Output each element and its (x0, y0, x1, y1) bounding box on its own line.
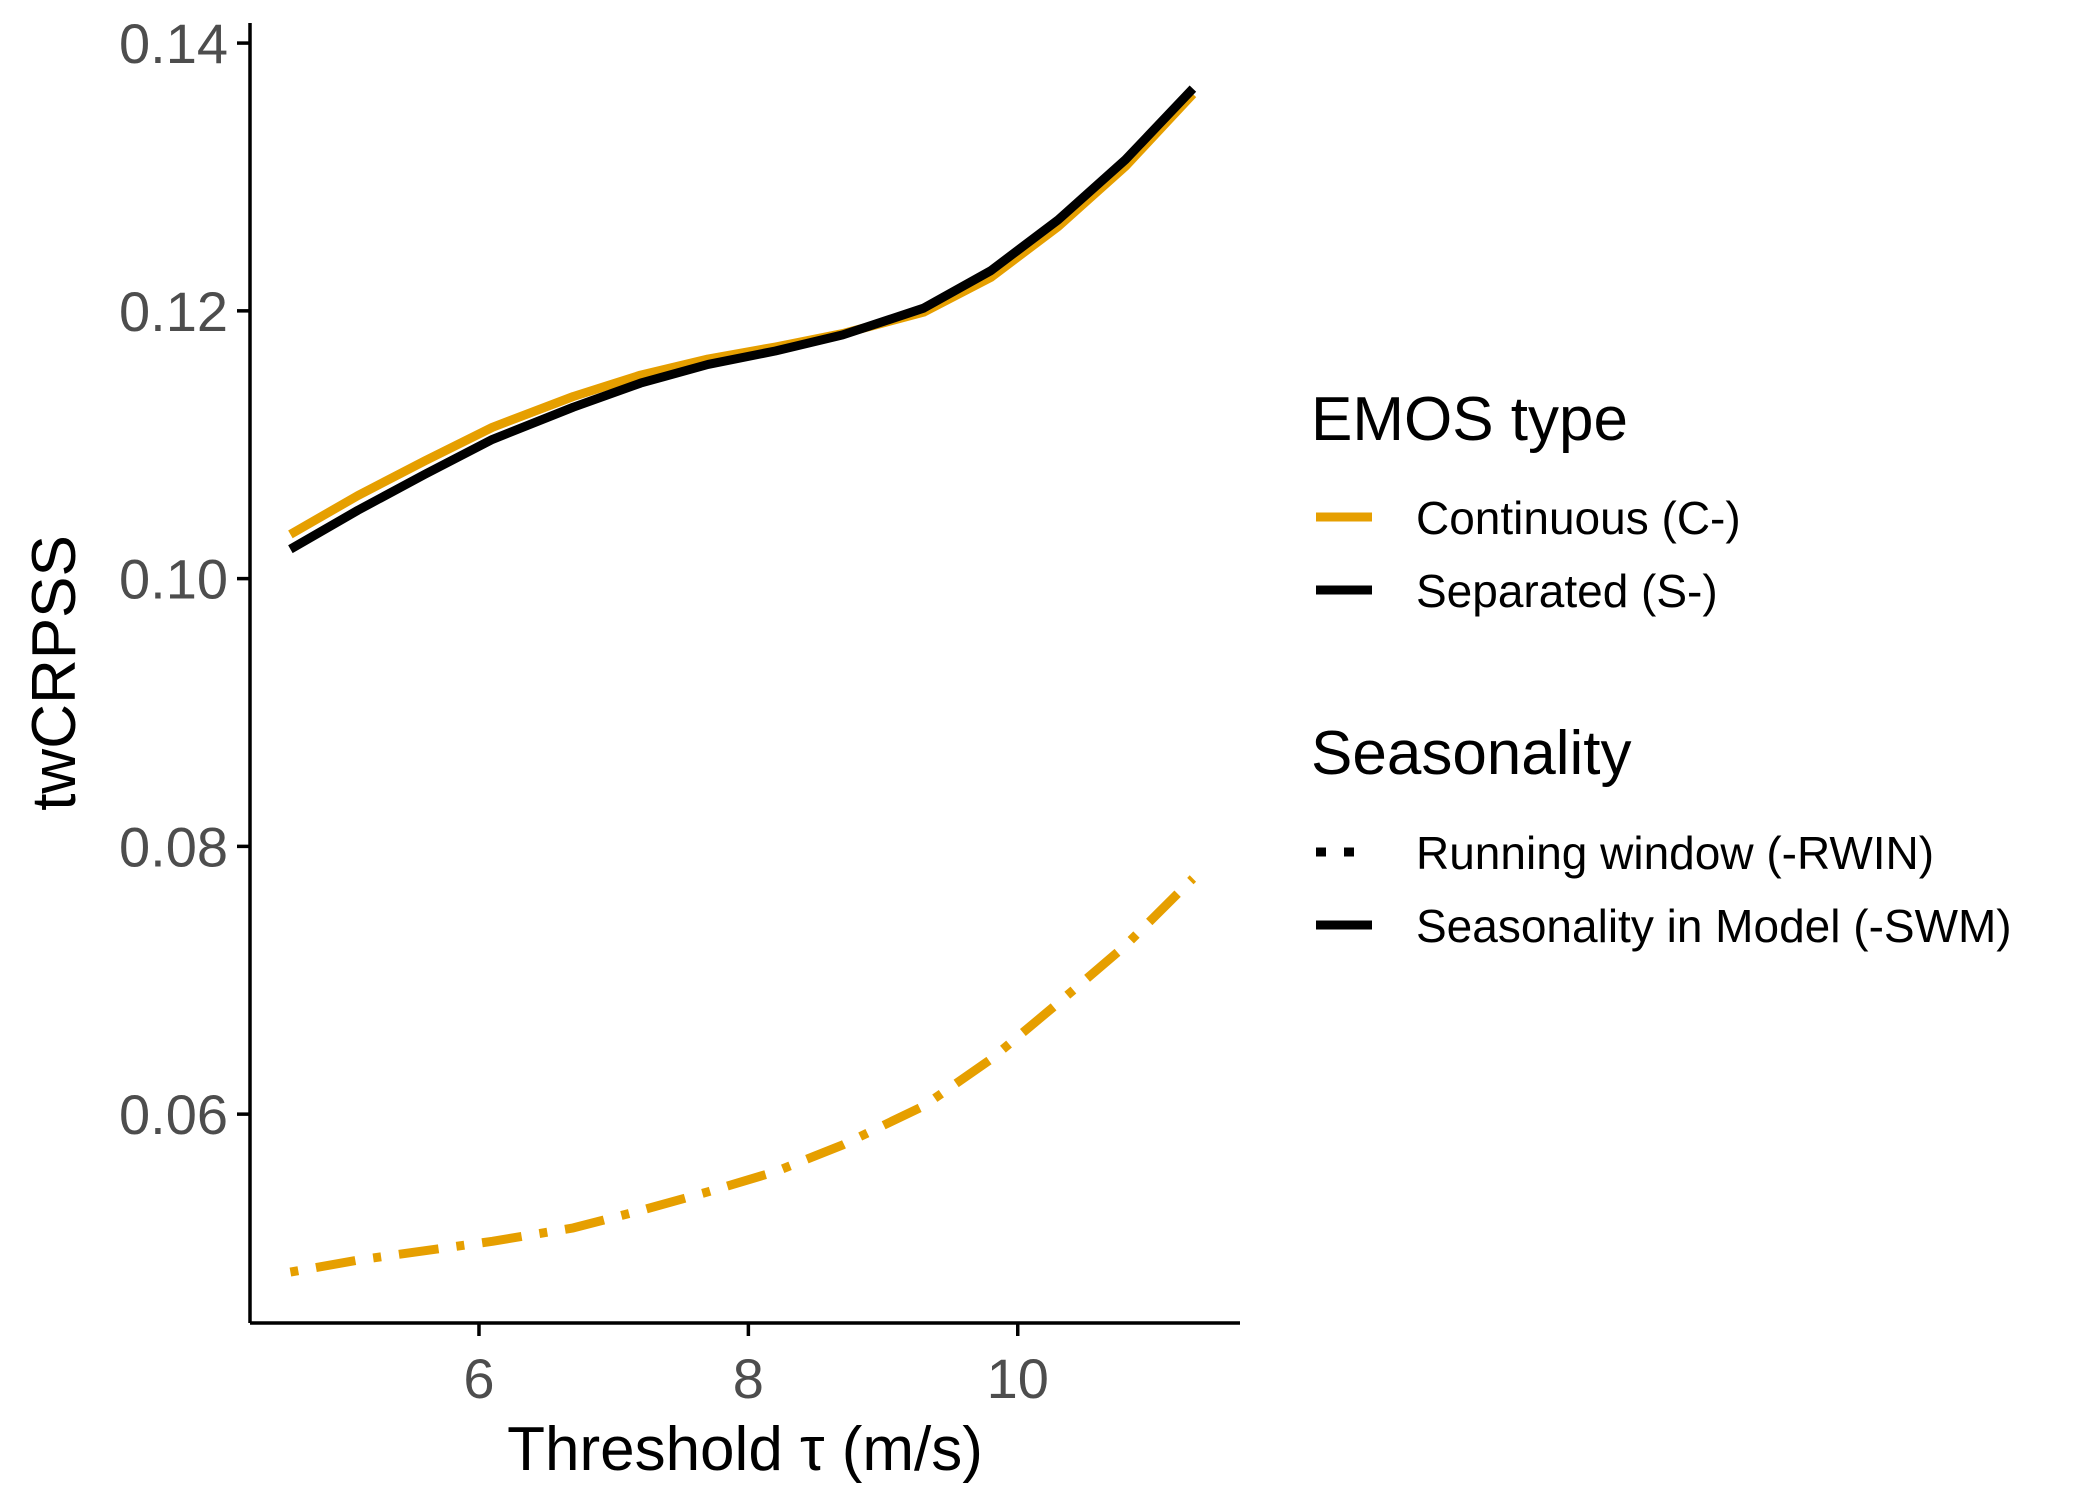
x-tick-label: 8 (733, 1347, 764, 1410)
x-tick-label: 6 (463, 1347, 494, 1410)
x-tick-label: 10 (987, 1347, 1049, 1410)
y-tick-label: 0.12 (119, 280, 228, 343)
legend-label-separated: Separated (S-) (1416, 565, 1718, 617)
legend-label-seasonality-in-model: Seasonality in Model (-SWM) (1416, 900, 2012, 952)
y-tick-label: 0.06 (119, 1083, 228, 1146)
x-ticks: 6 8 10 (463, 1323, 1049, 1410)
series-line-2 (289, 875, 1197, 1277)
legend-title-emos-type: EMOS type (1311, 385, 1628, 454)
y-tick-label: 0.14 (119, 12, 228, 75)
y-ticks: 0.06 0.08 0.10 0.12 0.14 (119, 12, 250, 1146)
y-tick-label: 0.08 (119, 815, 228, 878)
series-line-1 (288, 85, 1197, 554)
series-line-0 (288, 90, 1197, 539)
y-tick-label: 0.10 (119, 548, 228, 611)
legend: EMOS type Continuous (C-) Separated (S-)… (1311, 385, 2012, 952)
legend-label-continuous: Continuous (C-) (1416, 492, 1741, 544)
x-axis-title: Threshold τ (m/s) (507, 1415, 983, 1484)
y-axis-title: twCRPSS (20, 535, 89, 811)
legend-title-seasonality: Seasonality (1311, 719, 1632, 788)
legend-label-running-window: Running window (-RWIN) (1416, 827, 1934, 879)
plot-lines (288, 85, 1197, 1277)
